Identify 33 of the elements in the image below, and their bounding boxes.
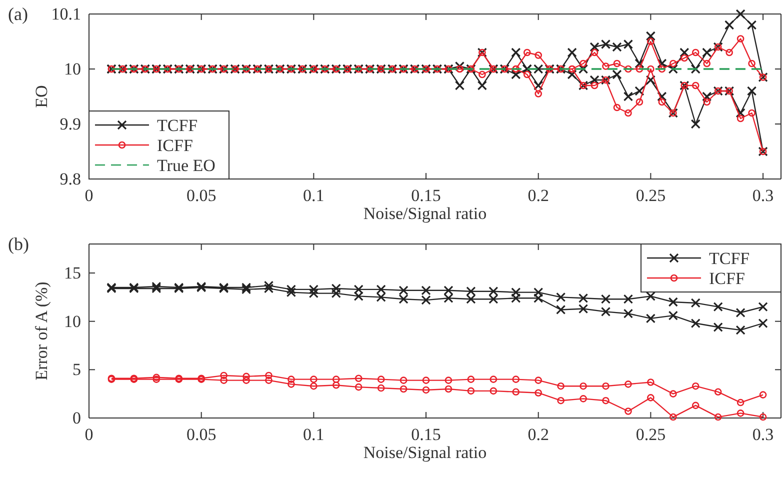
x-tick-label: 0.15 bbox=[411, 425, 441, 444]
x-tick-label: 0.25 bbox=[636, 186, 666, 206]
y-tick-label: 5 bbox=[72, 360, 81, 380]
legend-label: TCFF bbox=[157, 116, 198, 135]
legend-label: ICFF bbox=[709, 269, 745, 288]
y-tick-label: 9.8 bbox=[60, 169, 81, 188]
x-tick-label: 0.2 bbox=[528, 186, 549, 206]
x-axis-title: Noise/Signal ratio bbox=[363, 443, 487, 462]
chart-title: (b) bbox=[8, 234, 29, 254]
y-tick-label: 10 bbox=[64, 312, 81, 331]
y-axis-title: Error of A (%) bbox=[32, 282, 51, 380]
x-tick-label: 0.05 bbox=[186, 186, 216, 206]
x-tick-label: 0.15 bbox=[411, 186, 441, 206]
x-tick-label: 0.1 bbox=[303, 186, 324, 206]
y-tick-label: 9.9 bbox=[60, 114, 81, 134]
x-tick-label: 0.3 bbox=[752, 425, 774, 444]
y-tick-label: 0 bbox=[72, 408, 81, 428]
x-tick-label: 0.05 bbox=[186, 425, 216, 444]
x-tick-label: 0 bbox=[84, 186, 94, 206]
y-tick-label: 10 bbox=[64, 59, 81, 78]
x-tick-label: 0 bbox=[84, 425, 94, 444]
x-tick-label: 0.2 bbox=[528, 425, 549, 444]
x-tick-label: 0.3 bbox=[752, 186, 774, 206]
y-tick-label: 10.1 bbox=[51, 4, 81, 24]
x-tick-label: 0.1 bbox=[303, 425, 324, 444]
legend-label: TCFF bbox=[709, 249, 750, 268]
legend-label: ICFF bbox=[157, 136, 193, 155]
y-tick-label: 15 bbox=[64, 263, 81, 282]
legend-label: True EO bbox=[157, 156, 216, 175]
chart-title: (a) bbox=[8, 4, 28, 24]
x-axis-title: Noise/Signal ratio bbox=[363, 204, 487, 223]
y-axis-title: EO bbox=[32, 85, 51, 108]
x-tick-label: 0.25 bbox=[636, 425, 666, 444]
